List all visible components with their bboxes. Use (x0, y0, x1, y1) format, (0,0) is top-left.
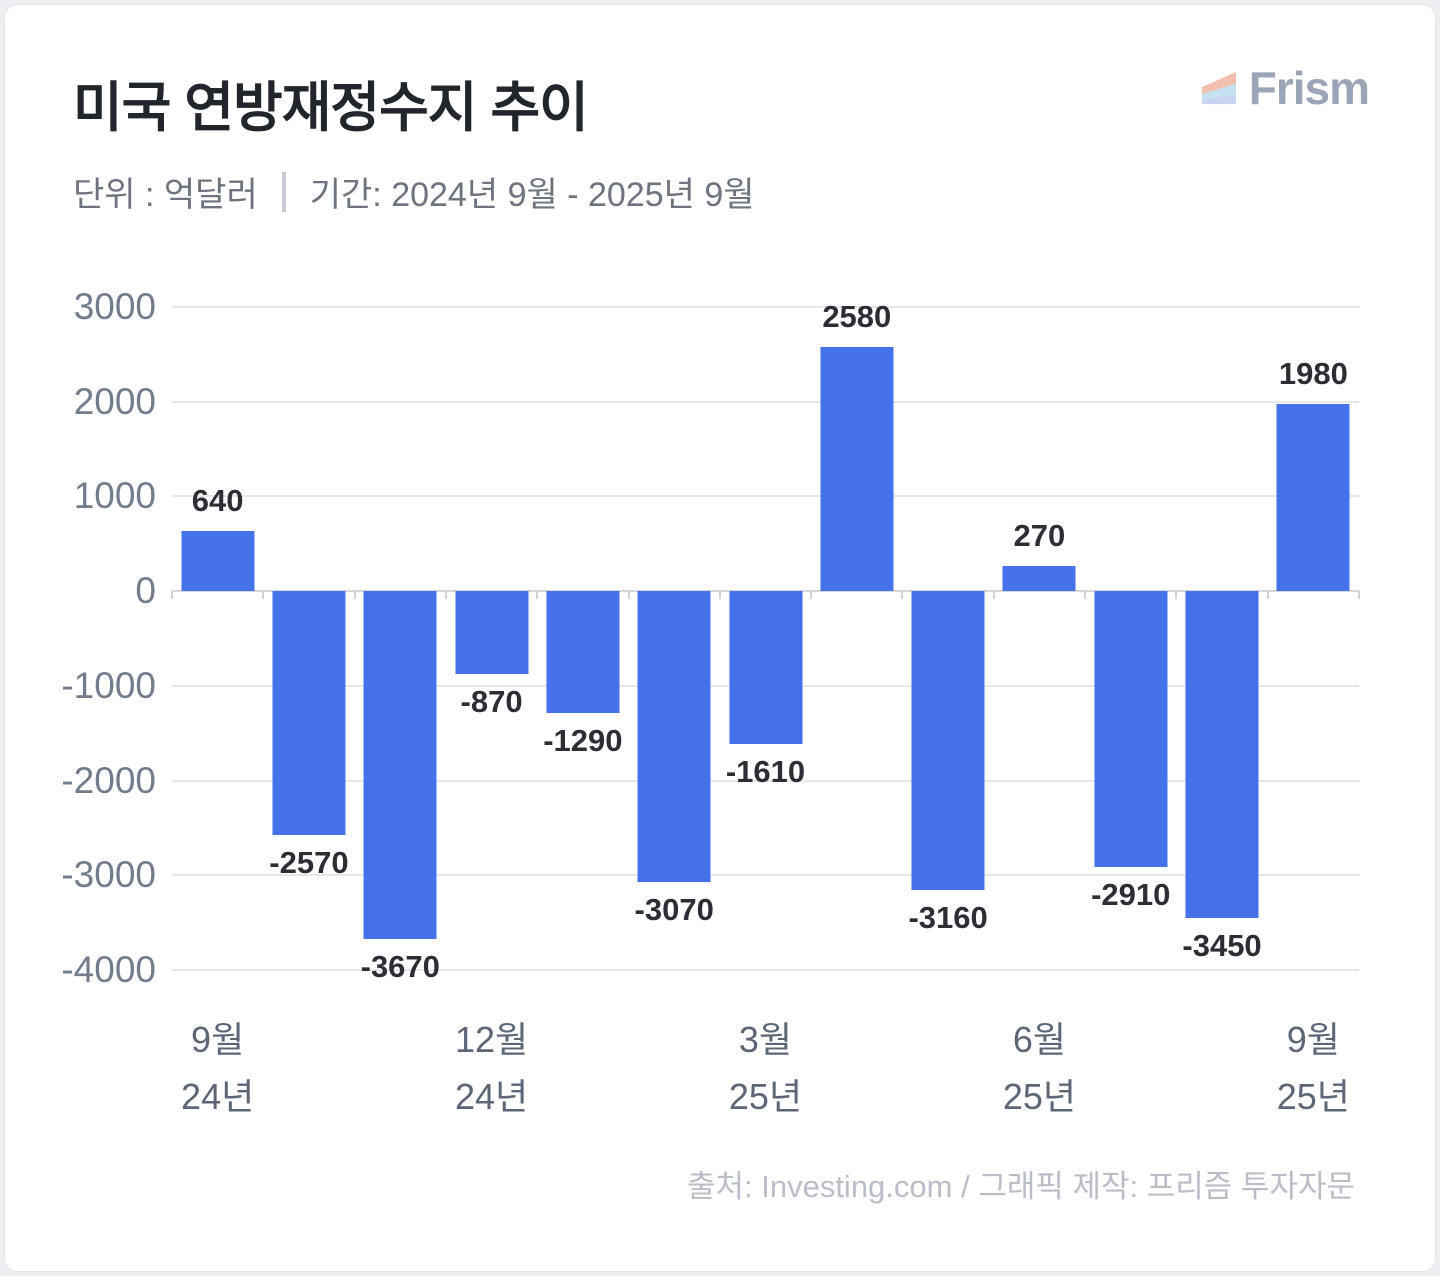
x-axis-tick-label: 3월 25년 (729, 1012, 802, 1126)
x-axis-tick-mark (1084, 591, 1087, 600)
bar-value-label: -870 (460, 683, 523, 719)
brand-name: Frism (1248, 62, 1370, 114)
bar-value-label: 2580 (822, 298, 892, 334)
x-tick-month: 9월 (191, 1019, 245, 1060)
bar-value-label: 640 (191, 482, 244, 518)
infographic-card: 미국 연방재정수지 추이 단위 : 억달러 기간: 2024년 9월 - 202… (4, 4, 1436, 1272)
x-tick-year: 25년 (728, 1075, 803, 1117)
gridline (172, 969, 1359, 971)
gridline (172, 400, 1359, 403)
x-axis-tick-mark (1175, 591, 1178, 600)
bar-value-label: -3160 (908, 900, 988, 936)
y-axis-tick-label: 2000 (73, 380, 156, 422)
bar (1185, 591, 1259, 918)
x-tick-month: 6월 (1012, 1019, 1066, 1060)
y-axis-tick-label: -2000 (61, 759, 156, 801)
x-axis-tick-mark (810, 591, 813, 600)
x-axis-tick-mark (536, 591, 539, 600)
x-axis-tick-label: 12월 24년 (455, 1012, 528, 1126)
bar (911, 591, 985, 891)
bar (455, 591, 529, 674)
x-axis-tick-label: 9월 25년 (1277, 1012, 1350, 1126)
y-axis-tick-label: -3000 (61, 854, 156, 896)
x-axis-tick-label: 6월 25년 (1003, 1012, 1076, 1126)
bar-value-label: -1290 (543, 723, 623, 759)
x-axis-tick-mark (171, 591, 173, 600)
bar (363, 591, 437, 939)
x-tick-month: 12월 (454, 1019, 529, 1060)
x-axis-tick-label: 9월 24년 (181, 1012, 254, 1126)
x-tick-month: 3월 (738, 1019, 793, 1060)
gridline (172, 874, 1359, 877)
x-axis-tick-mark (901, 591, 904, 600)
bar-value-label: -1610 (725, 753, 806, 789)
bar (637, 591, 711, 882)
brand-logo: Frism (1201, 61, 1370, 115)
x-axis-tick-mark (1266, 591, 1269, 600)
x-axis-tick-mark (353, 591, 356, 600)
bar-value-label: -3070 (634, 891, 714, 927)
bar (1276, 403, 1350, 592)
bar (546, 591, 620, 714)
bar-value-label: -3450 (1182, 927, 1262, 963)
bar (820, 346, 894, 592)
bar (1094, 591, 1168, 867)
bar (728, 591, 803, 744)
x-axis-tick-mark (718, 591, 721, 600)
prism-logo-icon (1201, 71, 1236, 105)
x-tick-year: 25년 (1002, 1075, 1077, 1117)
x-axis-tick-mark (444, 591, 447, 600)
gridline (172, 779, 1359, 782)
bar (1002, 565, 1076, 592)
bar-value-label: -3670 (360, 948, 440, 984)
bar (272, 591, 346, 835)
y-axis-tick-label: -4000 (61, 949, 156, 990)
bar-value-label: -2910 (1091, 876, 1171, 912)
x-tick-year: 24년 (181, 1075, 255, 1117)
x-tick-month: 9월 (1286, 1019, 1340, 1060)
x-axis-tick-mark (262, 591, 265, 600)
gridline (172, 495, 1359, 498)
bar-value-label: 1980 (1278, 355, 1348, 391)
bar-chart: 3000 2000 1000 0 -1000 -2000 -3000 -4000 640 -257… (61, 286, 1360, 1117)
unit-label: 단위 : 억달러 (73, 176, 258, 214)
y-axis-tick-label: -1000 (61, 664, 156, 706)
subtitle: 단위 : 억달러 기간: 2024년 9월 - 2025년 9월 (73, 167, 755, 216)
subtitle-divider (281, 171, 286, 212)
y-axis-tick-label: 3000 (73, 286, 156, 327)
gridline (172, 306, 1359, 308)
page-title: 미국 연방재정수지 추이 (73, 78, 589, 138)
x-axis-tick-mark (627, 591, 630, 600)
x-tick-year: 25년 (1276, 1075, 1350, 1117)
y-axis-tick-label: 1000 (73, 475, 156, 517)
x-tick-year: 24년 (454, 1075, 529, 1117)
bar-value-label: 270 (1013, 517, 1066, 553)
period-label: 기간: 2024년 9월 - 2025년 9월 (309, 176, 755, 214)
source-credit: 출처: Investing.com / 그래픽 제작: 프리즘 투자자문 (686, 1169, 1355, 1204)
y-axis-tick-label: 0 (135, 570, 156, 612)
bar (181, 530, 255, 592)
x-axis-tick-mark (1358, 591, 1360, 600)
x-axis-tick-mark (992, 591, 995, 600)
bar-value-label: -2570 (269, 844, 349, 880)
